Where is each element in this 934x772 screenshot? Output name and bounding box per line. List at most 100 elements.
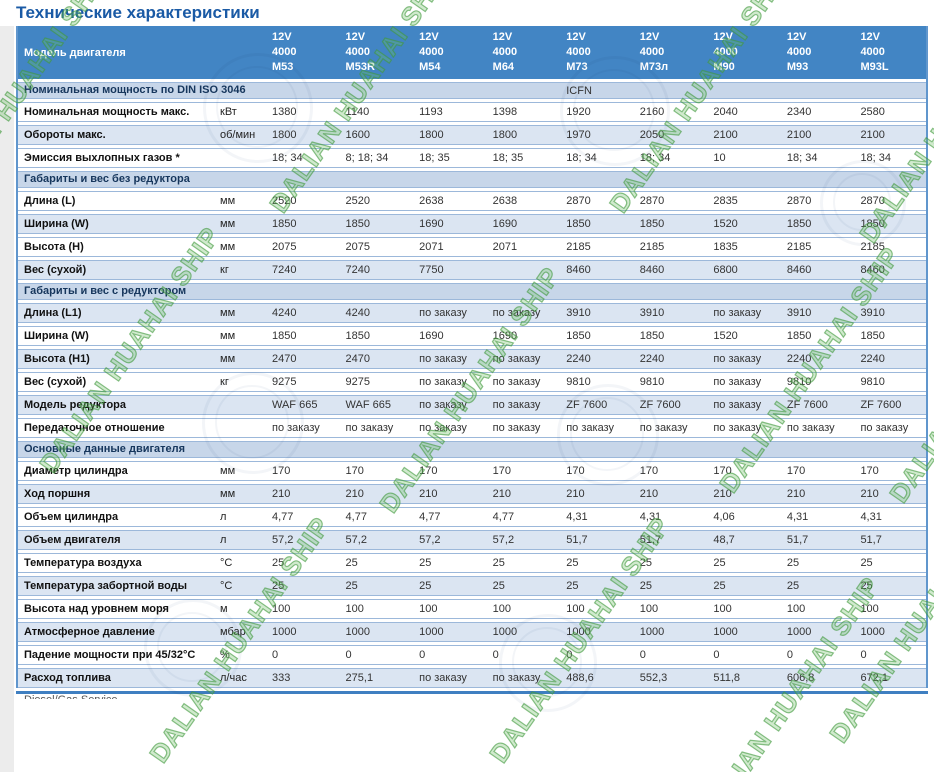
model-header-line: 12V <box>786 31 807 43</box>
value-cell: по заказу <box>713 306 762 319</box>
value-cell: 57,2 <box>345 533 367 546</box>
value-cell: 1920 <box>566 105 591 118</box>
unit-cell: мм <box>220 194 236 207</box>
value-cell: 2240 <box>860 352 885 365</box>
value-cell: 18; 34 <box>566 151 597 164</box>
value-cell: 333 <box>272 671 291 684</box>
data-row: Вес (сухой) кг 9275 9275 по заказу по заказу 9… <box>18 372 926 392</box>
value-cell: 1850 <box>639 329 665 342</box>
value-cell: 210 <box>566 487 585 500</box>
value-cell: 1850 <box>272 329 297 342</box>
data-row: Ход поршня мм 210 210 210 210 210 210 210 210 210 <box>18 484 926 504</box>
unit-cell: л <box>220 533 227 546</box>
value-cell: 170 <box>345 464 364 477</box>
value-cell: 210 <box>713 487 732 500</box>
row-label: Диаметр цилиндра <box>24 464 128 477</box>
unit-cell: л/час <box>220 671 247 684</box>
value-cell: 210 <box>345 487 364 500</box>
value-cell: 4,06 <box>713 510 735 523</box>
row-label: Расход топлива <box>24 671 111 684</box>
row-label: Вес (сухой) <box>24 263 87 276</box>
value-cell: 1800 <box>272 128 297 141</box>
value-cell: 1850 <box>345 329 371 342</box>
unit-cell: м <box>220 602 228 615</box>
value-cell: по заказу <box>492 671 541 684</box>
model-header-line: M64 <box>492 61 515 73</box>
unit-cell <box>212 156 264 160</box>
value-cell: 2470 <box>345 352 371 365</box>
value-cell: 100 <box>639 602 659 615</box>
value-cell: 4,31 <box>639 510 662 523</box>
value-cell: по заказу <box>786 421 835 434</box>
value-cell: 18; 35 <box>492 151 524 164</box>
model-header-line: 4000 <box>345 46 371 58</box>
value-cell: 1000 <box>492 625 518 638</box>
value-cell: 25 <box>492 556 505 569</box>
row-label: Падение мощности при 45/32°C <box>24 648 196 661</box>
data-row: Передаточное отношение по заказу по заказу… <box>18 418 926 438</box>
value-cell: по заказу <box>419 421 467 434</box>
value-cell: 4,77 <box>345 510 367 523</box>
value-cell: 25 <box>860 579 873 592</box>
value-cell: 1690 <box>419 329 444 342</box>
unit-cell: мбар <box>220 625 246 638</box>
value-cell: 1850 <box>786 217 812 230</box>
value-cell: 7240 <box>345 263 371 276</box>
value-cell: 18; 34 <box>860 151 892 164</box>
value-cell: 2638 <box>419 194 444 207</box>
value-cell: 9810 <box>786 375 812 388</box>
section-label: Габариты и вес с редуктором <box>24 285 187 297</box>
value-cell: 8460 <box>786 263 812 276</box>
value-cell: ZF 7600 <box>639 398 681 411</box>
value-cell: 1520 <box>713 329 738 342</box>
row-label: Высота над уровнем моря <box>24 602 169 615</box>
section-label: Основные данные двигателя <box>24 443 186 455</box>
value-cell: 9810 <box>566 375 591 388</box>
row-label: Температура воздуха <box>24 556 142 569</box>
value-cell: 1690 <box>492 329 518 342</box>
value-cell: 2100 <box>713 128 738 141</box>
value-cell: 3910 <box>860 306 885 319</box>
model-header-line: 4000 <box>492 46 518 58</box>
value-cell: 672,1 <box>860 671 888 684</box>
value-cell: 4,31 <box>786 510 809 523</box>
value-cell: по заказу <box>566 421 614 434</box>
model-header-line: M53 <box>272 61 294 73</box>
value-cell: 6800 <box>713 263 738 276</box>
value-cell: 100 <box>713 602 732 615</box>
unit-cell: кг <box>220 375 229 388</box>
value-cell: 488,6 <box>566 671 594 684</box>
value-cell: 1850 <box>786 329 812 342</box>
value-cell: 1850 <box>639 217 665 230</box>
section-row: Номинальная мощность по DIN ISO 3046 ICFN <box>18 82 926 99</box>
unit-cell: кВт <box>220 105 237 118</box>
model-header-line: 12V <box>492 31 513 43</box>
value-cell: 4,77 <box>272 510 294 523</box>
value-cell: 2185 <box>639 240 665 253</box>
value-cell: 2870 <box>786 194 812 207</box>
value-cell: 25 <box>639 579 653 592</box>
value-cell: ZF 7600 <box>786 398 828 411</box>
value-cell: 2160 <box>639 105 665 118</box>
model-header-line: 4000 <box>566 46 591 58</box>
value-cell: по заказу <box>713 421 762 434</box>
value-cell: 1140 <box>345 105 370 118</box>
row-label: Обороты макс. <box>24 128 106 141</box>
unit-cell: мм <box>220 464 236 477</box>
value-cell: по заказу <box>419 398 467 411</box>
value-cell: 2075 <box>272 240 297 253</box>
model-header-line: M73л <box>639 61 669 73</box>
row-label: Объем цилиндра <box>24 510 119 523</box>
data-row: Объем двигателя л 57,2 57,2 57,2 57,2 51,7 51,7… <box>18 530 926 550</box>
value-cell: по заказу <box>492 375 541 388</box>
model-header-line: 12V <box>272 31 292 43</box>
model-header-line: 4000 <box>713 46 738 58</box>
value-cell: 0 <box>492 648 499 661</box>
value-cell: по заказу <box>860 421 909 434</box>
footnote-partial: Diesel/Gas Service <box>24 694 934 699</box>
value-cell: 2340 <box>786 105 812 118</box>
value-cell: по заказу <box>713 375 762 388</box>
value-cell: 2240 <box>639 352 665 365</box>
value-cell: 1520 <box>713 217 738 230</box>
value-cell: по заказу <box>419 375 467 388</box>
